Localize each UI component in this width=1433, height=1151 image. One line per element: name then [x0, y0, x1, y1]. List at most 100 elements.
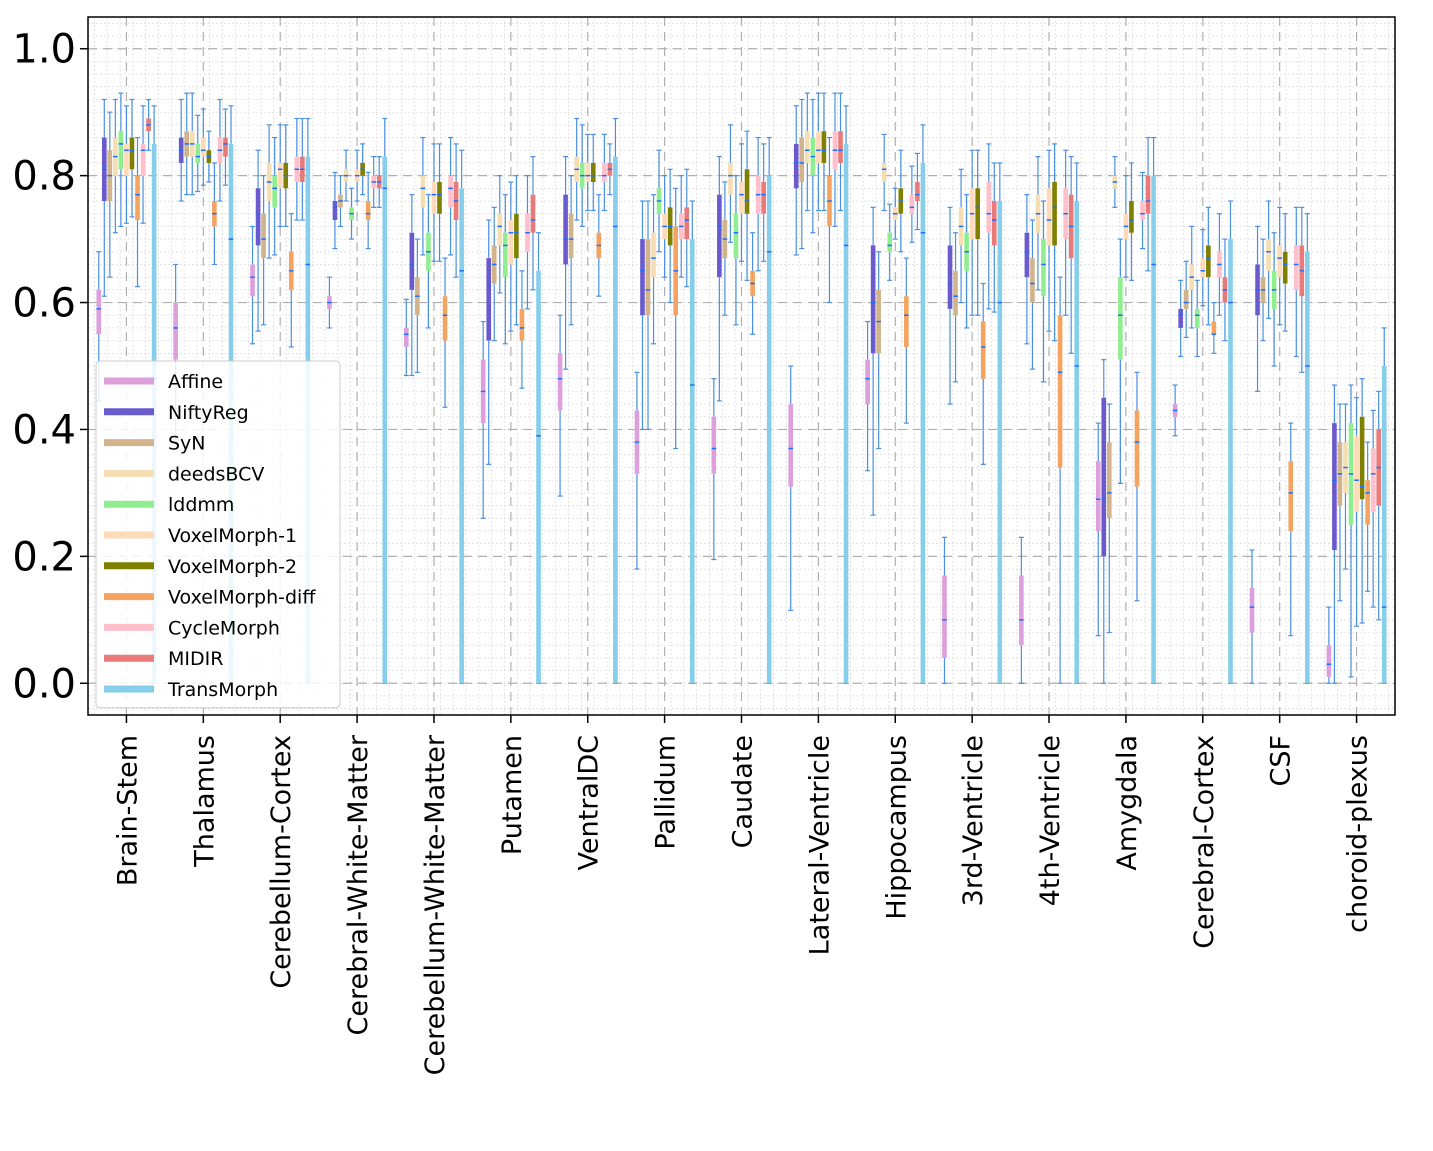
x-tick-label: Pallidum — [651, 735, 682, 850]
box — [1266, 239, 1271, 271]
box — [1332, 423, 1337, 551]
box — [223, 137, 228, 157]
y-tick-label: 0.4 — [12, 407, 76, 453]
box — [640, 239, 645, 316]
x-tick-label: choroid-plexus — [1343, 735, 1374, 933]
legend-label: VoxelMorph-2 — [168, 556, 297, 578]
box — [728, 162, 733, 195]
series-lddmm — [118, 92, 1354, 678]
box — [497, 213, 503, 246]
box — [1129, 201, 1134, 233]
box — [1277, 245, 1282, 278]
box — [1228, 239, 1233, 684]
series-voxelmorph-diff — [135, 136, 1371, 684]
box — [1030, 258, 1035, 303]
box — [1194, 308, 1200, 328]
box — [1365, 480, 1370, 525]
series-voxelmorph-2 — [129, 92, 1365, 624]
box — [1151, 175, 1156, 684]
box — [1134, 410, 1140, 487]
box — [1249, 588, 1255, 633]
box — [129, 137, 135, 170]
box — [1145, 175, 1151, 214]
y-tick-label: 1.0 — [12, 27, 76, 73]
box — [173, 302, 178, 360]
series-deedsbcv — [112, 92, 1348, 570]
x-tick-label: 3rd-Ventricle — [958, 735, 989, 906]
box — [744, 169, 750, 214]
box — [1046, 188, 1052, 246]
box — [201, 137, 206, 157]
box — [1106, 442, 1112, 519]
box — [277, 162, 283, 189]
box — [514, 213, 519, 259]
box — [1305, 251, 1310, 684]
box — [1140, 201, 1145, 221]
box — [915, 181, 920, 202]
legend-frame — [95, 360, 341, 709]
box — [865, 359, 870, 405]
box — [788, 404, 794, 487]
legend: Affine NiftyReg SyN deedsBCV lddmm VoxelMorph… — [95, 360, 341, 709]
box — [448, 175, 453, 208]
box — [991, 201, 997, 246]
box — [382, 156, 388, 684]
box — [1041, 239, 1046, 297]
box — [1057, 315, 1063, 468]
x-axis-ticks: Brain-Stem Thalamus Cerebellum-Cortex Cereb… — [112, 715, 1374, 1075]
box — [261, 213, 266, 259]
box — [118, 131, 124, 170]
box — [1381, 366, 1387, 684]
box — [536, 270, 541, 684]
box-series-group — [96, 92, 1387, 684]
box — [503, 232, 508, 278]
x-tick-label: Cerebellum-Cortex — [266, 735, 297, 989]
box — [486, 258, 492, 341]
box — [96, 289, 102, 335]
series-niftyreg — [101, 98, 1337, 684]
box — [1200, 258, 1206, 278]
box — [409, 232, 415, 290]
x-tick-label: Cerebral-Cortex — [1189, 735, 1220, 949]
box — [613, 156, 618, 684]
box — [909, 194, 915, 214]
series-midir — [146, 92, 1382, 621]
box — [980, 321, 986, 379]
box — [986, 181, 992, 233]
box — [651, 232, 656, 278]
legend-label: lddmm — [168, 494, 234, 516]
box — [733, 213, 739, 259]
y-tick-label: 0.0 — [12, 661, 76, 707]
box — [1370, 448, 1376, 512]
box — [459, 188, 464, 684]
y-tick-label: 0.8 — [12, 154, 76, 200]
x-tick-label: Putamen — [497, 735, 528, 855]
box — [816, 131, 821, 163]
box — [140, 143, 146, 176]
series-affine — [96, 225, 1332, 684]
box — [568, 213, 574, 259]
box — [904, 296, 909, 347]
box — [272, 175, 277, 208]
x-tick-label: Hippocampus — [881, 735, 912, 920]
box — [761, 181, 766, 214]
legend-label: VoxelMorph-diff — [168, 587, 316, 609]
y-tick-label: 0.2 — [12, 534, 76, 580]
box — [717, 194, 722, 278]
box — [250, 264, 255, 297]
box — [135, 175, 140, 221]
x-tick-label: Cerebellum-White-Matter — [420, 734, 451, 1075]
box — [431, 181, 437, 214]
box — [1178, 308, 1183, 328]
box — [766, 175, 772, 684]
x-tick-label: Brain-Stem — [112, 735, 143, 886]
box — [947, 245, 953, 309]
legend-label: NiftyReg — [168, 402, 249, 424]
box — [195, 143, 201, 163]
box — [420, 175, 426, 208]
box — [881, 162, 887, 182]
box — [887, 232, 893, 252]
box — [403, 327, 409, 347]
box — [1074, 201, 1080, 684]
x-tick-label: Amygdala — [1112, 735, 1143, 871]
